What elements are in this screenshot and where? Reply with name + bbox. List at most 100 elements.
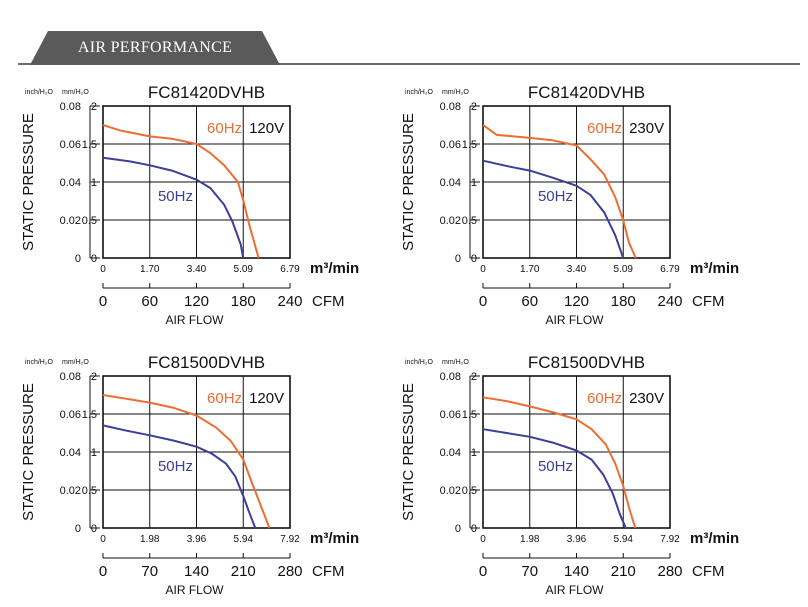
series-line-50hz	[482, 159, 625, 259]
plot-frame	[102, 105, 291, 259]
series-label-60hz: 60Hz	[587, 120, 622, 137]
y-tick-label-inch: 0.04	[60, 447, 81, 459]
x-tick-label-cfm: 120	[184, 293, 209, 310]
x-axis-label: AIR FLOW	[165, 313, 224, 327]
y-unit-mm: mm/H₂O	[62, 89, 89, 96]
y-tick-label-inch: 0	[455, 253, 461, 265]
y-axis-label: STATIC PRESSURE	[20, 113, 37, 251]
x-tick-label-m3: 0	[100, 264, 106, 275]
y-unit-mm: mm/H₂O	[442, 89, 469, 96]
chart-title: FC81420DVHB	[148, 83, 265, 102]
y-tick-label-inch: 0.02	[60, 485, 81, 497]
x-tick-label-m3: 5.94	[614, 534, 634, 545]
x-tick-label-m3: 0	[100, 534, 106, 545]
x-unit-cfm: CFM	[692, 563, 725, 580]
y-tick-label-inch: 0.08	[60, 371, 81, 383]
y-tick-label-inch: 0.08	[440, 371, 461, 383]
x-tick-label-cfm: 0	[479, 293, 487, 310]
y-unit-inch: inch/H₂O	[405, 89, 434, 96]
x-tick-label-m3: 7.92	[660, 534, 680, 545]
series-line-60hz	[482, 396, 637, 529]
voltage-label: 120V	[249, 120, 284, 137]
y-tick-label-mm: 0	[91, 523, 97, 535]
y-tick-label-mm: 0	[471, 253, 477, 265]
x-tick-label-m3: 6.79	[280, 264, 300, 275]
x-tick-label-cfm: 120	[564, 293, 589, 310]
x-tick-label-m3: 5.09	[234, 264, 254, 275]
x-unit-cfm: CFM	[312, 563, 345, 580]
header-rule	[18, 63, 800, 65]
y-tick-label-inch: 0.06	[440, 139, 461, 151]
x-tick-label-m3: 3.96	[567, 534, 587, 545]
plot-frame	[482, 375, 671, 529]
chart-title: FC81500DVHB	[528, 353, 645, 372]
y-tick-label-mm: 1	[471, 447, 477, 459]
series-line-50hz	[102, 156, 245, 259]
x-tick-label-m3: 5.94	[234, 534, 254, 545]
y-tick-label-mm: 0.5	[462, 485, 477, 497]
y-tick-label-mm: 1.5	[462, 409, 477, 421]
x-unit-cfm: CFM	[692, 293, 725, 310]
series-line-60hz	[102, 124, 260, 259]
x-tick-label-cfm: 240	[657, 293, 682, 310]
x-unit-cfm: CFM	[312, 293, 345, 310]
voltage-label: 230V	[629, 120, 664, 137]
x-unit-m3: m³/min	[690, 530, 739, 547]
x-tick-label-cfm: 180	[611, 293, 636, 310]
y-tick-label-mm: 2	[91, 101, 97, 113]
series-label-60hz: 60Hz	[207, 120, 242, 137]
y-tick-label-mm: 2	[471, 371, 477, 383]
y-tick-label-mm: 0	[91, 253, 97, 265]
y-tick-label-inch: 0.06	[60, 409, 81, 421]
y-tick-label-inch: 0.06	[60, 139, 81, 151]
series-line-50hz	[102, 424, 257, 529]
y-tick-label-mm: 0	[471, 523, 477, 535]
x-tick-label-cfm: 210	[231, 563, 256, 580]
y-tick-label-mm: 0.5	[82, 215, 97, 227]
y-axis-label: STATIC PRESSURE	[20, 383, 37, 521]
voltage-label: 120V	[249, 390, 284, 407]
x-tick-label-m3: 0	[480, 534, 486, 545]
x-tick-label-cfm: 60	[141, 293, 158, 310]
y-tick-label-mm: 1.5	[82, 409, 97, 421]
x-tick-label-m3: 1.70	[520, 264, 540, 275]
x-tick-label-m3: 1.70	[140, 264, 160, 275]
x-tick-label-m3: 5.09	[614, 264, 634, 275]
y-unit-inch: inch/H₂O	[405, 359, 434, 366]
x-tick-label-cfm: 70	[141, 563, 158, 580]
series-label-60hz: 60Hz	[207, 390, 242, 407]
series-label-50hz: 50Hz	[158, 458, 193, 475]
y-unit-mm: mm/H₂O	[442, 359, 469, 366]
x-tick-label-cfm: 240	[277, 293, 302, 310]
y-tick-label-inch: 0	[75, 523, 81, 535]
x-axis-label: AIR FLOW	[545, 313, 604, 327]
x-tick-label-cfm: 210	[611, 563, 636, 580]
y-tick-label-mm: 0.5	[82, 485, 97, 497]
y-tick-label-inch: 0.02	[60, 215, 81, 227]
y-tick-label-mm: 0.5	[462, 215, 477, 227]
x-tick-label-m3: 0	[480, 264, 486, 275]
header-tab	[30, 31, 280, 65]
x-unit-m3: m³/min	[310, 530, 359, 547]
y-tick-label-mm: 1.5	[82, 139, 97, 151]
y-tick-label-inch: 0.04	[440, 447, 461, 459]
y-tick-label-inch: 0.08	[440, 101, 461, 113]
x-tick-label-cfm: 180	[231, 293, 256, 310]
x-tick-label-cfm: 280	[277, 563, 302, 580]
y-tick-label-mm: 2	[471, 101, 477, 113]
chart-title: FC81420DVHB	[528, 83, 645, 102]
y-tick-label-inch: 0	[455, 523, 461, 535]
series-label-60hz: 60Hz	[587, 390, 622, 407]
y-tick-label-mm: 1	[91, 177, 97, 189]
series-label-50hz: 50Hz	[538, 188, 573, 205]
y-axis-label: STATIC PRESSURE	[400, 383, 417, 521]
x-tick-label-m3: 3.40	[187, 264, 207, 275]
x-tick-label-m3: 3.96	[187, 534, 207, 545]
x-axis-label: AIR FLOW	[165, 583, 224, 597]
x-unit-m3: m³/min	[690, 260, 739, 277]
x-tick-label-cfm: 0	[479, 563, 487, 580]
x-tick-label-cfm: 280	[657, 563, 682, 580]
x-tick-label-cfm: 140	[564, 563, 589, 580]
section-title: AIR PERFORMANCE	[77, 39, 233, 56]
